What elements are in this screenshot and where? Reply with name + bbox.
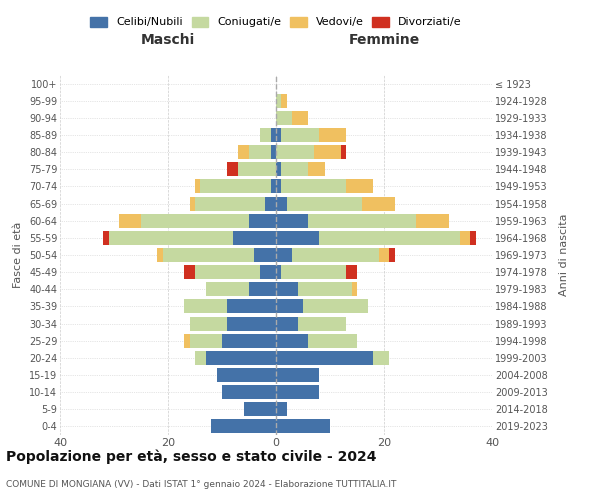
Bar	[200, 180, 271, 194]
Y-axis label: Fasce di età: Fasce di età	[13, 222, 23, 288]
Bar	[373, 351, 389, 365]
Bar	[271, 145, 276, 159]
Bar	[265, 196, 276, 210]
Bar	[254, 248, 276, 262]
Bar	[184, 334, 190, 347]
Bar	[163, 248, 254, 262]
Bar	[276, 402, 287, 416]
Bar	[184, 265, 195, 279]
Text: Popolazione per età, sesso e stato civile - 2024: Popolazione per età, sesso e stato civil…	[6, 450, 377, 464]
Bar	[298, 282, 352, 296]
Bar	[308, 214, 416, 228]
Bar	[389, 248, 395, 262]
Bar	[227, 162, 238, 176]
Bar	[379, 248, 389, 262]
Bar	[157, 248, 163, 262]
Bar	[249, 145, 271, 159]
Bar	[276, 334, 308, 347]
Bar	[195, 351, 206, 365]
Bar	[249, 282, 276, 296]
Bar	[217, 368, 276, 382]
Bar	[298, 316, 346, 330]
Bar	[308, 162, 325, 176]
Bar	[222, 385, 276, 399]
Bar	[276, 385, 319, 399]
Bar	[276, 231, 319, 245]
Bar	[319, 231, 460, 245]
Bar	[195, 196, 265, 210]
Bar	[281, 180, 346, 194]
Bar	[190, 334, 222, 347]
Bar	[276, 128, 281, 142]
Bar	[416, 214, 449, 228]
Bar	[249, 214, 276, 228]
Bar	[103, 231, 109, 245]
Bar	[206, 351, 276, 365]
Bar	[238, 162, 276, 176]
Bar	[276, 111, 292, 125]
Text: Maschi: Maschi	[141, 34, 195, 48]
Bar	[271, 180, 276, 194]
Bar	[292, 111, 308, 125]
Bar	[109, 231, 233, 245]
Bar	[206, 282, 249, 296]
Bar	[244, 402, 276, 416]
Bar	[281, 128, 319, 142]
Bar	[281, 162, 308, 176]
Bar	[271, 128, 276, 142]
Bar	[287, 196, 362, 210]
Bar	[276, 368, 319, 382]
Bar	[227, 316, 276, 330]
Bar	[276, 162, 281, 176]
Bar	[276, 248, 292, 262]
Text: Femmine: Femmine	[349, 34, 419, 48]
Bar	[281, 94, 287, 108]
Bar	[195, 180, 200, 194]
Bar	[260, 265, 276, 279]
Bar	[276, 94, 281, 108]
Bar	[276, 145, 314, 159]
Bar	[319, 128, 346, 142]
Bar	[276, 282, 298, 296]
Bar	[276, 316, 298, 330]
Bar	[352, 282, 357, 296]
Bar	[308, 334, 357, 347]
Bar	[281, 265, 346, 279]
Bar	[470, 231, 476, 245]
Bar	[184, 300, 227, 314]
Bar	[238, 145, 249, 159]
Bar	[211, 420, 276, 434]
Bar	[362, 196, 395, 210]
Bar	[233, 231, 276, 245]
Bar	[276, 196, 287, 210]
Bar	[276, 420, 330, 434]
Bar	[276, 300, 303, 314]
Bar	[314, 145, 341, 159]
Bar	[190, 316, 227, 330]
Bar	[119, 214, 141, 228]
Text: COMUNE DI MONGIANA (VV) - Dati ISTAT 1° gennaio 2024 - Elaborazione TUTTITALIA.I: COMUNE DI MONGIANA (VV) - Dati ISTAT 1° …	[6, 480, 397, 489]
Bar	[195, 265, 260, 279]
Bar	[227, 300, 276, 314]
Bar	[190, 196, 195, 210]
Bar	[346, 265, 357, 279]
Bar	[292, 248, 379, 262]
Bar	[276, 180, 281, 194]
Legend: Celibi/Nubili, Coniugati/e, Vedovi/e, Divorziati/e: Celibi/Nubili, Coniugati/e, Vedovi/e, Di…	[86, 12, 466, 32]
Bar	[222, 334, 276, 347]
Bar	[260, 128, 271, 142]
Bar	[346, 180, 373, 194]
Bar	[460, 231, 470, 245]
Y-axis label: Anni di nascita: Anni di nascita	[559, 214, 569, 296]
Bar	[276, 265, 281, 279]
Bar	[141, 214, 249, 228]
Bar	[341, 145, 346, 159]
Bar	[303, 300, 368, 314]
Bar	[276, 351, 373, 365]
Bar	[276, 214, 308, 228]
